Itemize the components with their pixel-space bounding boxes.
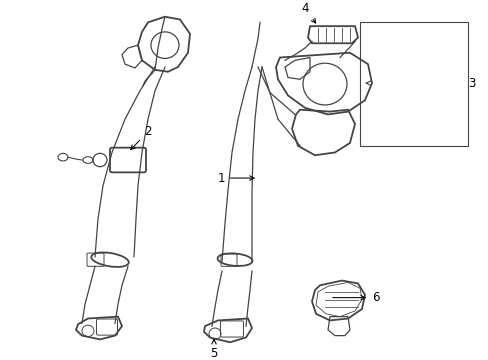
Text: 6: 6 (332, 291, 379, 304)
Text: 3: 3 (467, 77, 474, 90)
Text: 2: 2 (130, 125, 151, 150)
Text: 5: 5 (210, 339, 217, 360)
Bar (359, 22, 467, 146)
Text: 4: 4 (301, 2, 315, 23)
Text: 1: 1 (217, 172, 254, 185)
